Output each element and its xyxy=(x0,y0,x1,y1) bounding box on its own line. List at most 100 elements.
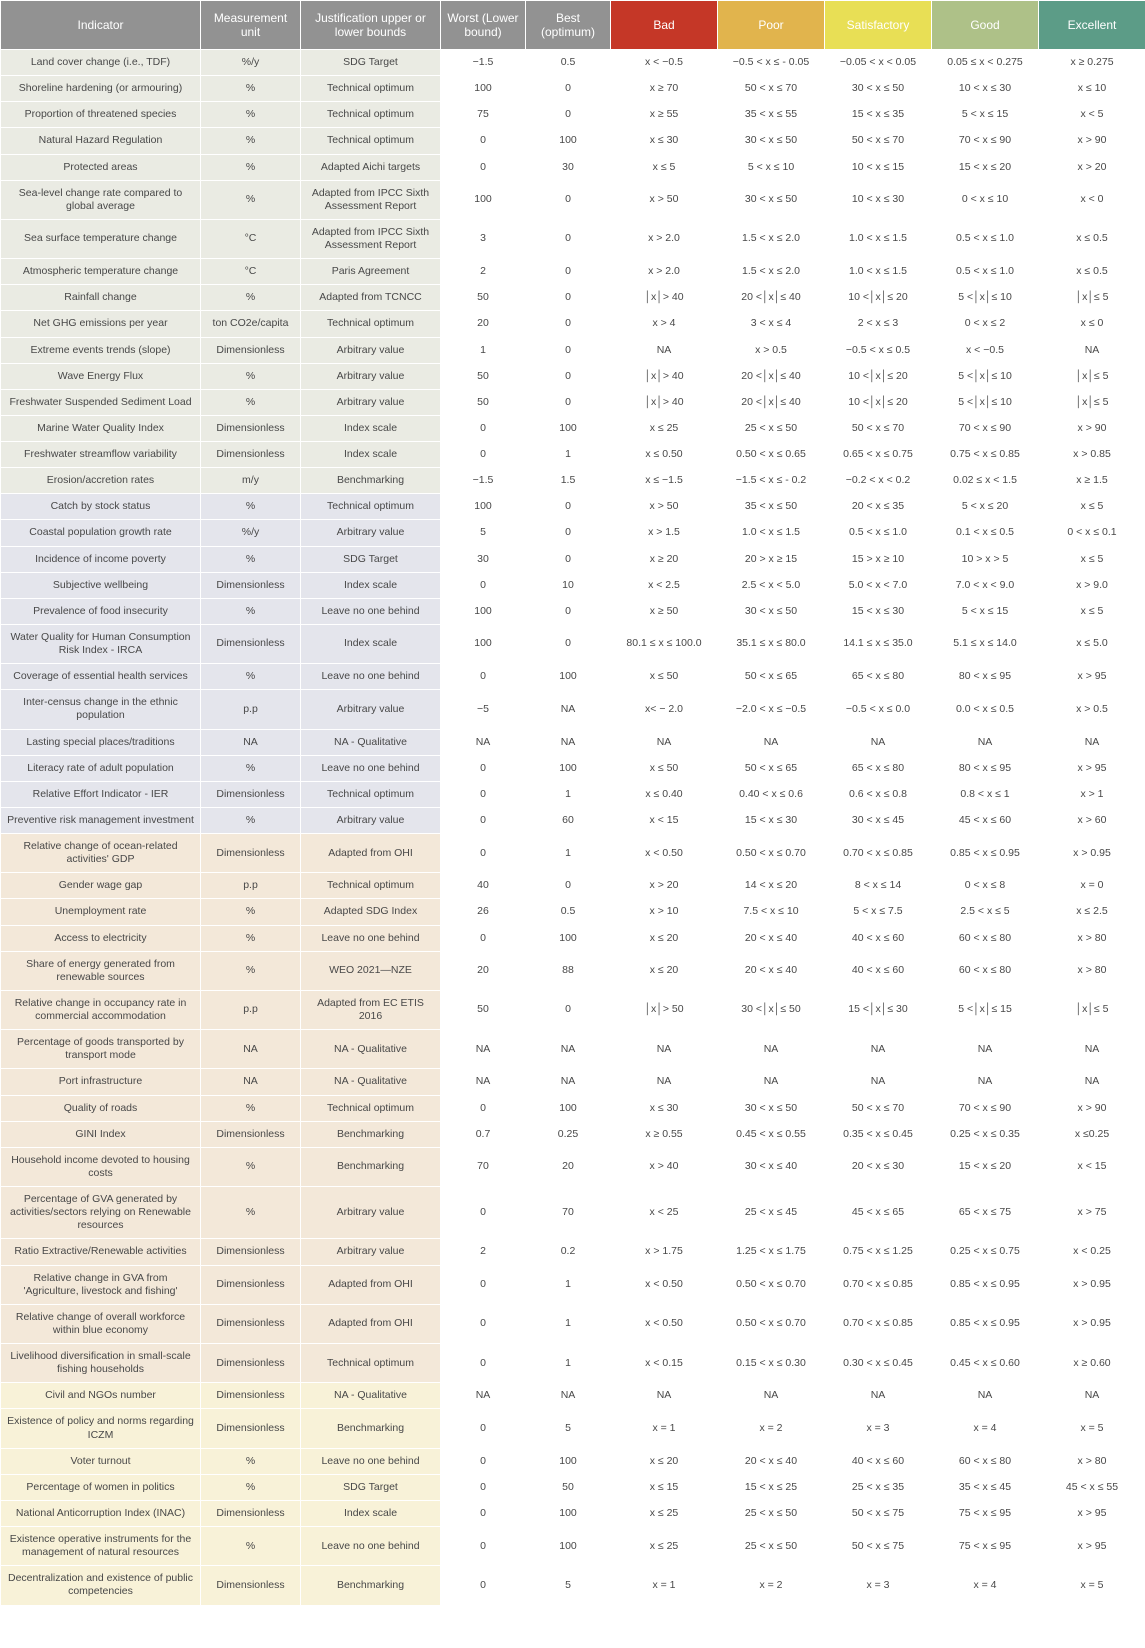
cell: Livelihood diversification in small-scal… xyxy=(1,1344,201,1383)
cell: Leave no one behind xyxy=(301,755,441,781)
table-row: Civil and NGOs numberDimensionlessNA - Q… xyxy=(1,1383,1145,1409)
cell: │x│≤ 5 xyxy=(1039,285,1145,311)
cell: 2.5 < x < 5.0 xyxy=(718,572,825,598)
cell: 100 xyxy=(526,925,611,951)
cell: 100 xyxy=(526,128,611,154)
table-row: Water Quality for Human Consumption Risk… xyxy=(1,624,1145,663)
cell: 0.70 < x ≤ 0.85 xyxy=(825,1265,932,1304)
cell: Arbitrary value xyxy=(301,1187,441,1239)
cell: 0 xyxy=(441,781,526,807)
table-row: Relative Effort Indicator - IERDimension… xyxy=(1,781,1145,807)
cell: NA xyxy=(441,1030,526,1069)
table-row: Livelihood diversification in small-scal… xyxy=(1,1344,1145,1383)
cell: 30 < x ≤ 50 xyxy=(825,76,932,102)
table-row: Preventive risk management investment%Ar… xyxy=(1,807,1145,833)
cell: x > 80 xyxy=(1039,951,1145,990)
cell: Lasting special places/traditions xyxy=(1,729,201,755)
cell: p.p xyxy=(201,873,301,899)
cell: 100 xyxy=(526,1500,611,1526)
cell: 0.70 < x ≤ 0.85 xyxy=(825,834,932,873)
cell: % xyxy=(201,664,301,690)
table-row: Relative change of ocean-related activit… xyxy=(1,834,1145,873)
cell: % xyxy=(201,389,301,415)
cell: Adapted from OHI xyxy=(301,834,441,873)
cell: x > 9.0 xyxy=(1039,572,1145,598)
cell: 35 < x ≤ 50 xyxy=(718,494,825,520)
cell: Civil and NGOs number xyxy=(1,1383,201,1409)
cell: x ≤ 5 xyxy=(611,154,718,180)
table-row: Erosion/accretion ratesm/yBenchmarking−1… xyxy=(1,468,1145,494)
cell: 0.7 xyxy=(441,1121,526,1147)
cell: NA xyxy=(932,1383,1039,1409)
cell: x ≥ 0.55 xyxy=(611,1121,718,1147)
cell: 0 xyxy=(526,102,611,128)
cell: 0 xyxy=(441,1500,526,1526)
cell: Adapted from IPCC Sixth Assessment Repor… xyxy=(301,219,441,258)
cell: % xyxy=(201,494,301,520)
header-rating-3: Good xyxy=(932,1,1039,50)
cell: NA xyxy=(932,729,1039,755)
cell: x > 2.0 xyxy=(611,219,718,258)
cell: Dimensionless xyxy=(201,1265,301,1304)
table-row: Existence of policy and norms regarding … xyxy=(1,1409,1145,1448)
cell: 75 xyxy=(441,102,526,128)
cell: 0.85 < x ≤ 0.95 xyxy=(932,1304,1039,1343)
cell: Freshwater streamflow variability xyxy=(1,442,201,468)
cell: 0 < x ≤ 2 xyxy=(932,311,1039,337)
cell: NA xyxy=(441,1069,526,1095)
cell: 14.1 ≤ x ≤ 35.0 xyxy=(825,624,932,663)
cell: Arbitrary value xyxy=(301,520,441,546)
cell: Proportion of threatened species xyxy=(1,102,201,128)
table-row: Relative change in GVA from 'Agriculture… xyxy=(1,1265,1145,1304)
cell: 20 < x ≤ 40 xyxy=(718,1448,825,1474)
cell: Incidence of income poverty xyxy=(1,546,201,572)
cell: x ≤ 0.5 xyxy=(1039,219,1145,258)
cell: 0.1 < x ≤ 0.5 xyxy=(932,520,1039,546)
cell: Dimensionless xyxy=(201,1304,301,1343)
cell: 20 xyxy=(441,311,526,337)
table-row: Decentralization and existence of public… xyxy=(1,1566,1145,1605)
cell: 65 < x ≤ 80 xyxy=(825,664,932,690)
cell: x = 3 xyxy=(825,1409,932,1448)
cell: x > 0.95 xyxy=(1039,834,1145,873)
cell: 0.50 < x ≤ 0.70 xyxy=(718,1265,825,1304)
cell: 0.02 ≤ x < 1.5 xyxy=(932,468,1039,494)
cell: x > 20 xyxy=(611,873,718,899)
cell: 20 xyxy=(526,1147,611,1186)
cell: 15 < x ≤ 25 xyxy=(718,1474,825,1500)
cell: °C xyxy=(201,219,301,258)
cell: Dimensionless xyxy=(201,1239,301,1265)
cell: 26 xyxy=(441,899,526,925)
cell: x > 90 xyxy=(1039,415,1145,441)
cell: 0 xyxy=(526,337,611,363)
cell: NA xyxy=(611,729,718,755)
table-row: Relative change of overall workforce wit… xyxy=(1,1304,1145,1343)
cell: x > 95 xyxy=(1039,755,1145,781)
cell: x = 1 xyxy=(611,1409,718,1448)
cell: −2.0 < x ≤ −0.5 xyxy=(718,690,825,729)
cell: Dimensionless xyxy=(201,1566,301,1605)
cell: 0 xyxy=(526,311,611,337)
cell: │x│≤ 5 xyxy=(1039,363,1145,389)
cell: 1 xyxy=(441,337,526,363)
cell: 0 xyxy=(441,1409,526,1448)
table-row: Subjective wellbeingDimensionlessIndex s… xyxy=(1,572,1145,598)
cell: 0 xyxy=(526,494,611,520)
cell: 50 < x ≤ 70 xyxy=(825,415,932,441)
cell: x ≥ 0.275 xyxy=(1039,50,1145,76)
cell: 40 < x ≤ 60 xyxy=(825,1448,932,1474)
cell: 100 xyxy=(526,1095,611,1121)
cell: 0 xyxy=(441,1344,526,1383)
table-row: Marine Water Quality IndexDimensionlessI… xyxy=(1,415,1145,441)
cell: x < 2.5 xyxy=(611,572,718,598)
cell: 50 xyxy=(441,363,526,389)
cell: x > 0.95 xyxy=(1039,1304,1145,1343)
cell: 15 <│x│≤ 30 xyxy=(825,990,932,1029)
cell: NA xyxy=(526,1069,611,1095)
cell: NA xyxy=(441,1383,526,1409)
cell: NA xyxy=(201,729,301,755)
cell: 5 xyxy=(526,1409,611,1448)
cell: 35 < x ≤ 45 xyxy=(932,1474,1039,1500)
cell: │x│> 40 xyxy=(611,363,718,389)
cell: % xyxy=(201,755,301,781)
